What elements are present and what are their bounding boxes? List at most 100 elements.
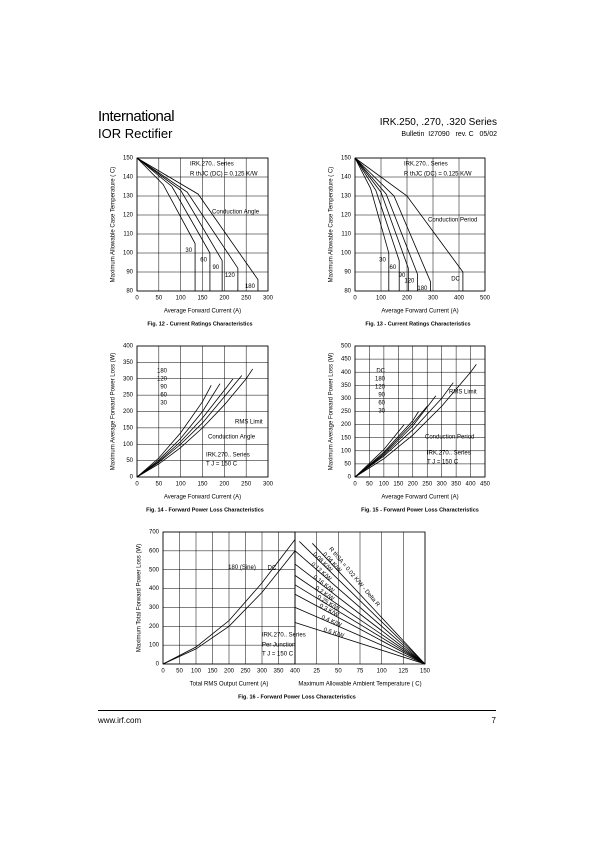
curve — [136, 157, 239, 291]
curve — [312, 543, 426, 665]
x-tick-label: 150 — [207, 669, 218, 675]
y-tick-label: 100 — [341, 448, 352, 454]
curve — [354, 157, 431, 291]
x-tick-label: 250 — [422, 482, 433, 488]
y-tick-label: 150 — [341, 435, 352, 441]
y-tick-label: 500 — [341, 344, 352, 350]
x-tick-label: 350 — [451, 482, 462, 488]
y-tick-label: 130 — [123, 194, 134, 200]
series-label: 180 — [375, 377, 386, 383]
series-label: DC — [376, 369, 385, 375]
curve — [294, 550, 426, 665]
y-tick-label: 350 — [123, 360, 134, 366]
y-tick-label: 250 — [123, 393, 134, 399]
series-label: 60 — [200, 258, 207, 264]
annotation: Per Junction — [262, 643, 295, 649]
y-tick-label: 90 — [344, 270, 351, 276]
series-label: 120 — [404, 278, 415, 284]
annotation: Conduction Angle — [212, 210, 260, 216]
series-label: 90 — [212, 265, 219, 271]
x-tick-label: 0 — [353, 296, 357, 302]
x-tick-label: 300 — [263, 296, 274, 302]
series-label: 120 — [157, 377, 168, 383]
y-tick-label: 300 — [123, 376, 134, 382]
curve — [136, 368, 254, 478]
x-axis-label: Average Forward Current (A) — [381, 495, 458, 501]
x-axis-label: Average Forward Current (A) — [381, 309, 458, 315]
x-tick-label: 250 — [241, 296, 252, 302]
annotation: T J = 150 C — [262, 652, 294, 658]
x-tick-label: 125 — [398, 669, 409, 675]
x-tick-label: 150 — [197, 482, 208, 488]
curve — [354, 157, 390, 291]
curve — [354, 406, 428, 478]
x-tick-label: 250 — [240, 669, 251, 675]
curve — [136, 157, 223, 291]
x-tick-label: 50 — [335, 669, 342, 675]
x-tick-label: 300 — [263, 482, 274, 488]
x-tick-label: 300 — [428, 296, 439, 302]
annotation: T J = 150 C — [427, 460, 459, 466]
y-tick-label: 100 — [123, 442, 134, 448]
y-tick-label: 200 — [123, 409, 134, 415]
curve — [136, 157, 259, 291]
curve — [354, 411, 419, 478]
y-axis-label: Maximum Allowable Case Temperature ( C) — [111, 167, 117, 283]
curve — [162, 539, 296, 665]
y-axis-label: Maximum Average Forward Power Loss (W) — [329, 353, 335, 471]
x-tick-label: 200 — [402, 296, 413, 302]
y-tick-label: 600 — [149, 548, 160, 554]
curve — [136, 157, 196, 291]
figure-caption: Fig. 12 - Current Ratings Characteristic… — [147, 321, 252, 327]
y-tick-label: 100 — [341, 251, 352, 257]
series-label: 120 — [375, 385, 386, 391]
curve — [354, 157, 464, 291]
annotation: IRK.270.. Series — [262, 633, 306, 639]
curve — [299, 541, 426, 665]
curve — [294, 575, 426, 665]
curve — [136, 157, 211, 291]
x-tick-label: 50 — [366, 482, 373, 488]
curve — [354, 382, 454, 478]
y-tick-label: 80 — [344, 289, 351, 295]
annotation: Conduction Period — [425, 435, 474, 441]
y-tick-label: 50 — [126, 458, 133, 464]
x-tick-label: 400 — [466, 482, 477, 488]
curve — [354, 395, 437, 478]
series-label: 180 — [157, 369, 168, 375]
x-tick-label: 100 — [379, 482, 390, 488]
series-label: 180 — [245, 284, 256, 290]
footer-url: www.irf.com — [98, 716, 142, 725]
y-tick-label: 140 — [341, 175, 352, 181]
x-tick-label: 150 — [197, 296, 208, 302]
curve — [354, 364, 477, 478]
y-axis-label: Maximum Average Forward Power Loss (W) — [111, 353, 117, 471]
x-tick-label: 50 — [176, 669, 183, 675]
annotation: R thJC (DC) = 0.125 K/W — [190, 172, 258, 178]
y-tick-label: 0 — [156, 662, 160, 668]
x-tick-label: 100 — [377, 669, 388, 675]
x-tick-label: 0 — [135, 296, 139, 302]
curve — [294, 607, 426, 665]
y-tick-label: 450 — [341, 357, 352, 363]
x-axis-label: Maximum Allowable Ambient Temperature ( … — [298, 682, 421, 688]
x-tick-label: 100 — [191, 669, 202, 675]
y-tick-label: 400 — [341, 370, 352, 376]
x-tick-label: 50 — [155, 482, 162, 488]
x-tick-label: 350 — [273, 669, 284, 675]
series-label: 180 — [417, 286, 428, 292]
y-axis-label: Maximum Total Forward Power Loss (W) — [137, 544, 143, 652]
y-tick-label: 90 — [126, 270, 133, 276]
curve — [354, 157, 400, 291]
series-label: 90 — [399, 273, 406, 279]
plot-frame — [354, 157, 486, 292]
x-tick-label: 50 — [155, 296, 162, 302]
figure-caption: Fig. 13 - Current Ratings Characteristic… — [365, 321, 470, 327]
series-label: DC — [451, 277, 460, 283]
annotation: IRK.270.. Series — [404, 162, 448, 168]
annotation: Conduction Period — [428, 218, 477, 224]
y-tick-label: 150 — [341, 156, 352, 162]
y-tick-label: 0 — [348, 475, 352, 481]
series-label: 120 — [225, 273, 236, 279]
annotation: RMS Limit — [449, 390, 477, 396]
